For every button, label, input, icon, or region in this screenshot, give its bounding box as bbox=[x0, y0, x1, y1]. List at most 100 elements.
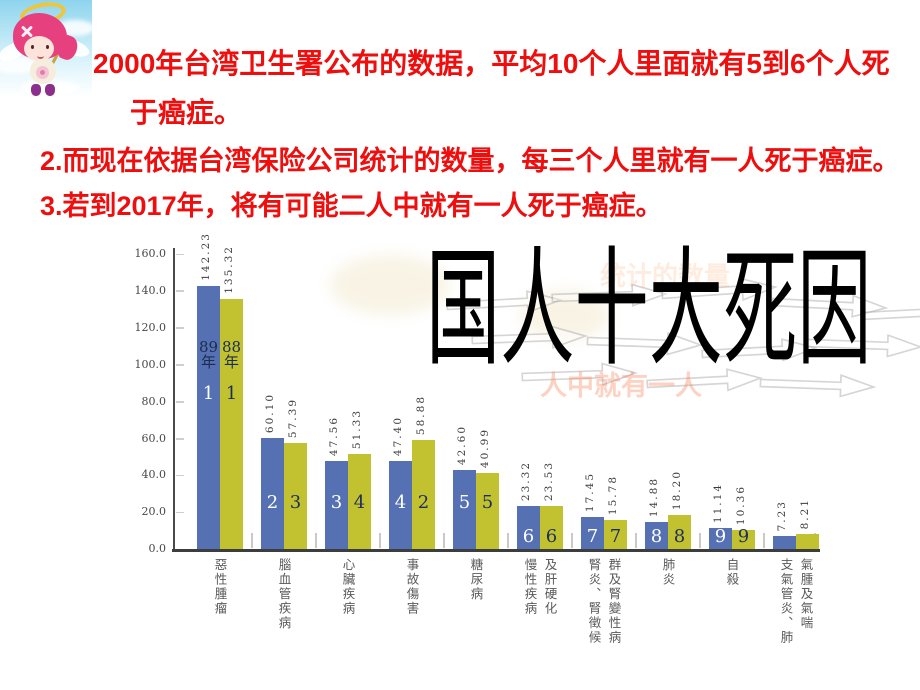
bar-89年-rank2 bbox=[261, 438, 284, 549]
bar-value-label: 18.20 bbox=[671, 469, 683, 510]
y-axis-tick bbox=[176, 364, 184, 366]
x-axis-tick bbox=[379, 533, 381, 548]
y-axis-tick-label: 20.0 bbox=[141, 505, 167, 519]
bar-89年-rank7 bbox=[581, 517, 604, 549]
bar-rank-label: 6 bbox=[545, 526, 558, 547]
bar-88年-rank7 bbox=[604, 520, 627, 549]
x-axis-tick bbox=[635, 533, 637, 548]
category-label: 心臟疾病 bbox=[305, 558, 391, 616]
bar-88年-rank3 bbox=[284, 443, 307, 549]
bar-value-label: 142.23 bbox=[200, 232, 212, 281]
y-axis-tick bbox=[176, 253, 184, 255]
category-label-column: 氣腫及氣喘 bbox=[798, 558, 814, 631]
y-axis-tick bbox=[176, 401, 184, 403]
y-axis-tick-label: 160.0 bbox=[134, 247, 167, 260]
bar-rank-label: 7 bbox=[586, 526, 599, 547]
bar-rank-label: 3 bbox=[330, 492, 343, 513]
mascot-boot bbox=[45, 84, 55, 96]
bar-rank-label: 4 bbox=[394, 492, 407, 513]
bar-88年-rank6 bbox=[540, 506, 563, 549]
y-axis-tick bbox=[176, 290, 184, 292]
bar-value-label: 10.36 bbox=[735, 484, 747, 525]
bar-89年-rank5 bbox=[453, 470, 476, 549]
x-axis-tick bbox=[763, 533, 765, 548]
intro-line-2: 于癌症。 bbox=[130, 97, 243, 128]
mascot-mouth bbox=[37, 53, 44, 59]
bar-rank-label: 7 bbox=[609, 526, 622, 547]
bar-value-label: 47.56 bbox=[328, 415, 340, 456]
bar-value-label: 15.78 bbox=[607, 474, 619, 515]
category-label: 糖尿病 bbox=[433, 558, 519, 602]
bar-rank-label: 3 bbox=[289, 492, 302, 513]
bar-rank-label: 5 bbox=[481, 492, 494, 513]
bar-rank-label: 6 bbox=[522, 526, 535, 547]
scan-smudge bbox=[330, 255, 450, 315]
series-year-label: 88年 bbox=[221, 337, 242, 372]
bar-89年-rank8 bbox=[645, 522, 668, 549]
bar-rank-label: 1 bbox=[202, 383, 215, 404]
x-axis-tick bbox=[315, 533, 317, 548]
bar-value-label: 58.88 bbox=[415, 394, 427, 435]
y-axis-line bbox=[173, 248, 175, 551]
bar-88年-rank2 bbox=[412, 440, 435, 549]
bar-88年-rank4 bbox=[348, 454, 371, 549]
intro-line-4: 3.若到2017年，将有可能二人中就有一人死于癌症。 bbox=[40, 191, 663, 221]
category-label-column: 及肝硬化 bbox=[542, 558, 558, 616]
angel-girl-mascot-icon bbox=[0, 0, 92, 97]
bar-rank-label: 2 bbox=[266, 492, 279, 513]
y-axis-tick bbox=[176, 474, 184, 477]
bar-rank-label: 1 bbox=[225, 383, 238, 404]
category-label: 支氣管炎、肺 氣腫及氣喘 bbox=[753, 558, 839, 645]
bar-value-label: 42.60 bbox=[456, 424, 468, 465]
x-axis-tick bbox=[443, 533, 445, 548]
bar-89年-rank9 bbox=[709, 528, 732, 549]
mascot-boot bbox=[31, 84, 41, 96]
category-label: 事故傷害 bbox=[369, 558, 455, 616]
category-label-column: 腎炎、腎徵候 bbox=[586, 558, 602, 645]
bar-89年-rank3 bbox=[325, 461, 348, 549]
x-axis-tick bbox=[571, 533, 573, 548]
category-label: 惡性腫瘤 bbox=[177, 558, 263, 616]
bar-rank-label: 9 bbox=[737, 526, 750, 547]
bar-value-label: 135.32 bbox=[223, 245, 235, 294]
page-title: 国人十大死因 bbox=[426, 235, 872, 384]
intro-line-1: 2000年台湾卫生署公布的数据，平均10个人里面就有5到6个人死 bbox=[93, 48, 890, 79]
bar-88年-rank9 bbox=[732, 530, 755, 549]
bar-rank-label: 2 bbox=[417, 492, 430, 513]
bar-88年-rank5 bbox=[476, 473, 499, 549]
bar-rank-label: 5 bbox=[458, 492, 471, 513]
bar-89年-rank6 bbox=[517, 506, 540, 549]
bar-value-label: 11.14 bbox=[712, 482, 724, 523]
category-label-column: 心臟疾病 bbox=[340, 558, 356, 616]
category-label: 慢性疾病 及肝硬化 bbox=[497, 558, 583, 616]
category-label-column: 慢性疾病 bbox=[522, 558, 538, 616]
bar-value-label: 40.99 bbox=[479, 427, 491, 468]
x-axis-line bbox=[172, 549, 820, 552]
bar-rank-label: 8 bbox=[673, 526, 686, 547]
bar-rank-label: 4 bbox=[353, 492, 366, 513]
category-label-column: 支氣管炎、肺 bbox=[778, 558, 794, 645]
bar-value-label: 17.45 bbox=[584, 471, 596, 512]
y-axis-tick-label: 100.0 bbox=[134, 357, 167, 371]
y-axis-tick-label: 60.0 bbox=[141, 431, 167, 445]
category-label: 肺炎 bbox=[625, 558, 711, 587]
y-axis-tick bbox=[176, 511, 184, 514]
bar-value-label: 47.40 bbox=[392, 415, 404, 456]
bar-89年-rank4 bbox=[389, 461, 412, 549]
category-label-column: 糖尿病 bbox=[468, 558, 484, 602]
bar-89年-rankx bbox=[773, 536, 796, 549]
bar-value-label: 60.10 bbox=[264, 392, 276, 433]
y-axis-tick-label: 120.0 bbox=[134, 320, 167, 334]
y-axis-tick-label: 140.0 bbox=[134, 283, 167, 297]
flower-icon-center bbox=[40, 70, 45, 75]
category-label-column: 肺炎 bbox=[660, 558, 676, 587]
category-label: 自殺 bbox=[689, 558, 775, 587]
category-label: 腦血管疾病 bbox=[241, 558, 327, 631]
category-label-column: 群及腎變性病 bbox=[606, 558, 622, 645]
category-label: 腎炎、腎徵候 群及腎變性病 bbox=[561, 558, 647, 645]
y-axis-tick-label: 0.0 bbox=[148, 542, 167, 556]
y-axis-tick-label: 40.0 bbox=[141, 468, 167, 482]
bar-value-label: 8.21 bbox=[799, 497, 811, 529]
